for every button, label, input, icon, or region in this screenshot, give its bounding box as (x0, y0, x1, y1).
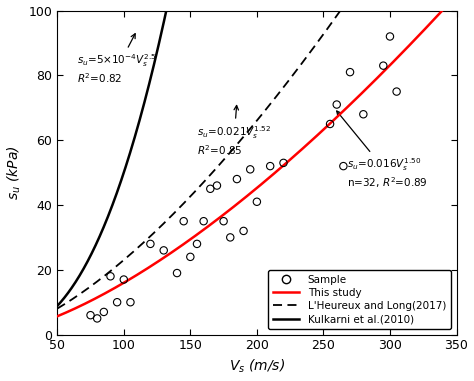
Kulkarni et al.(2010) (93, 243, 99, 248)
Kulkarni et al.(2010) (63, 294, 68, 298)
Sample (339, 163, 347, 169)
L'Heureux and Long(2017) (252, 120, 258, 125)
Kulkarni et al.(2010) (164, 3, 170, 7)
Y-axis label: $s_u$ (kPa): $s_u$ (kPa) (6, 145, 23, 200)
This study (380, 70, 385, 75)
This study (394, 56, 400, 60)
L'Heureux and Long(2017) (342, 2, 348, 6)
Sample (173, 270, 181, 276)
Sample (266, 163, 274, 169)
This study (439, 8, 445, 13)
Sample (220, 218, 228, 224)
Sample (120, 277, 128, 283)
Text: $s_u$=0.021$V_s^{1.52}$
$R^2$=0.85: $s_u$=0.021$V_s^{1.52}$ $R^2$=0.85 (197, 106, 271, 157)
Sample (326, 121, 334, 127)
Sample (253, 199, 261, 205)
This study (282, 162, 288, 166)
L'Heureux and Long(2017) (118, 261, 123, 265)
Sample (333, 101, 340, 107)
Sample (100, 309, 108, 315)
Sample (200, 218, 208, 224)
Sample (227, 234, 234, 240)
This study (231, 204, 237, 208)
Text: $s_u$=0.016$V_s^{1.50}$
n=32, $R^2$=0.89: $s_u$=0.016$V_s^{1.50}$ n=32, $R^2$=0.89 (337, 111, 428, 190)
Sample (380, 62, 387, 69)
This study (277, 166, 283, 171)
Sample (246, 166, 254, 172)
Kulkarni et al.(2010) (152, 61, 157, 65)
Sample (386, 34, 394, 40)
Sample (393, 88, 401, 94)
L'Heureux and Long(2017) (130, 250, 136, 255)
Kulkarni et al.(2010) (55, 304, 60, 308)
Sample (160, 247, 167, 253)
L'Heureux and Long(2017) (316, 38, 321, 43)
Sample (346, 69, 354, 75)
Legend: Sample, This study, L'Heureux and Long(2017), Kulkarni et al.(2010): Sample, This study, L'Heureux and Long(2… (268, 270, 451, 330)
L'Heureux and Long(2017) (224, 154, 229, 158)
Sample (240, 228, 247, 234)
Sample (207, 186, 214, 192)
Sample (93, 315, 101, 322)
Sample (193, 241, 201, 247)
Sample (146, 241, 154, 247)
Sample (187, 254, 194, 260)
Line: Kulkarni et al.(2010): Kulkarni et al.(2010) (57, 5, 167, 306)
Sample (180, 218, 188, 224)
Line: L'Heureux and Long(2017): L'Heureux and Long(2017) (57, 4, 345, 309)
Sample (107, 273, 114, 279)
Sample (113, 299, 121, 305)
L'Heureux and Long(2017) (55, 306, 60, 311)
This study (55, 314, 60, 319)
Sample (213, 182, 221, 189)
X-axis label: $V_s$ (m/s): $V_s$ (m/s) (229, 358, 285, 375)
L'Heureux and Long(2017) (196, 185, 201, 190)
Line: This study: This study (57, 11, 442, 316)
Sample (233, 176, 241, 182)
Kulkarni et al.(2010) (90, 250, 95, 254)
Kulkarni et al.(2010) (99, 229, 105, 233)
Sample (87, 312, 94, 318)
Kulkarni et al.(2010) (73, 280, 79, 284)
Text: $s_u$=5×10$^{-4}$$V_s^{2.5}$
$R^2$=0.82: $s_u$=5×10$^{-4}$$V_s^{2.5}$ $R^2$=0.82 (77, 34, 156, 85)
Sample (280, 160, 287, 166)
This study (261, 180, 267, 184)
Sample (360, 111, 367, 117)
Sample (127, 299, 134, 305)
